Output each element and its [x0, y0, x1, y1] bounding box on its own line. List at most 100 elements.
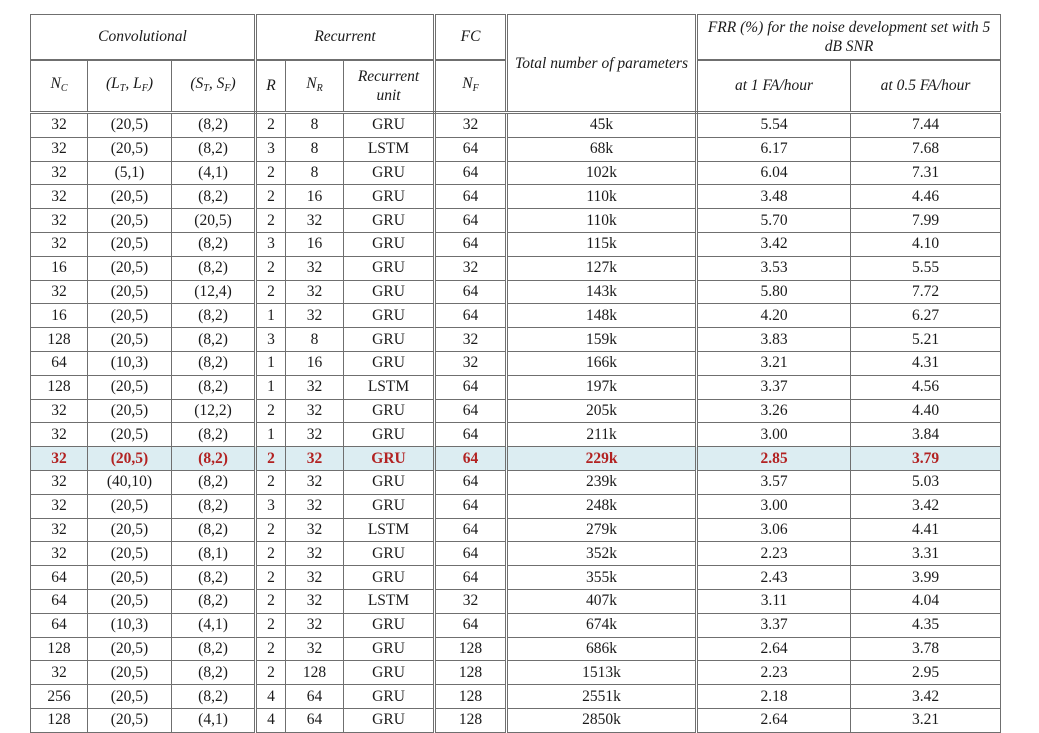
table-row: 32 (20,5) (8,2) 3 16 GRU 64 115k 3.42 4.10 [30, 231, 1002, 257]
lt-lf-cell: (20,5) [87, 136, 172, 162]
nr-cell: 16 [285, 231, 345, 257]
lt-lf-cell: (20,5) [87, 398, 172, 424]
st-sf-cell: (8,2) [170, 303, 258, 329]
table-body: 32 (20,5) (8,2) 2 8 GRU 32 45k 5.54 7.44 32 (20,5)(… [30, 112, 1002, 733]
r-cell: 3 [255, 136, 287, 162]
frr-1fa-cell: 5.70 [696, 208, 852, 233]
nr-cell: 64 [285, 684, 345, 709]
recurrent-unit-cell: GRU [343, 446, 437, 471]
st-sf-cell: (8,2) [170, 469, 258, 495]
frr-05fa-cell: 4.56 [850, 374, 1002, 400]
nf-cell: 64 [434, 398, 509, 424]
total-params-cell: 239k [506, 469, 699, 495]
frr-05fa-cell: 7.31 [850, 160, 1002, 186]
recurrent-unit-cell: GRU [343, 255, 437, 281]
r-cell: 3 [255, 493, 287, 519]
frr-1fa-cell: 3.11 [696, 588, 852, 614]
nr-cell: 32 [285, 446, 345, 471]
nf-cell: 64 [434, 160, 509, 186]
nc-cell: 128 [30, 374, 88, 400]
frr-1fa-cell: 3.42 [696, 231, 852, 257]
lt-lf-cell: (20,5) [87, 517, 172, 543]
nr-cell: 128 [285, 660, 345, 686]
table-row: 32 (5,1) (4,1) 2 8 GRU 64 102k 6.04 7.31 [30, 160, 1002, 186]
table-row: 32 (20,5) (8,2) 2 32 GRU 64 229k 2.85 3.79 [30, 446, 1002, 471]
nf-cell: 64 [434, 374, 509, 400]
nc-cell: 64 [30, 588, 88, 614]
nc-cell: 32 [30, 231, 88, 257]
r-cell: 2 [255, 160, 287, 186]
total-params-cell: 115k [506, 231, 699, 257]
recurrent-unit-cell: GRU [343, 184, 437, 210]
lt-lf-cell: (20,5) [87, 588, 172, 614]
lt-lf-cell: (20,5) [87, 684, 172, 709]
frr-1fa-cell: 3.06 [696, 517, 852, 543]
nc-cell: 32 [30, 136, 88, 162]
lt-lf-cell: (20,5) [87, 636, 172, 662]
nf-cell: 128 [434, 684, 509, 709]
lt-lf-cell: (20,5) [87, 374, 172, 400]
recurrent-unit-cell: GRU [343, 303, 437, 329]
frr-1fa-cell: 5.80 [696, 279, 852, 305]
r-cell: 2 [255, 469, 287, 495]
frr-1fa-cell: 6.04 [696, 160, 852, 186]
recurrent-unit-cell: GRU [343, 350, 437, 376]
frr-05fa-cell: 4.46 [850, 184, 1002, 210]
table-row: 32 (20,5) (8,2) 3 8 LSTM 64 68k 6.17 7.68 [30, 136, 1002, 162]
st-sf-cell: (8,2) [170, 493, 258, 519]
nr-cell: 32 [285, 279, 345, 305]
frr-05fa-cell: 5.55 [850, 255, 1002, 281]
nr-cell: 16 [285, 184, 345, 210]
nf-cell: 64 [434, 231, 509, 257]
nr-cell: 8 [285, 327, 345, 352]
st-sf-cell: (8,2) [170, 684, 258, 709]
frr-1fa-cell: 2.43 [696, 565, 852, 590]
total-params-cell: 45k [506, 112, 699, 138]
st-sf-cell: (4,1) [170, 160, 258, 186]
nf-cell: 64 [434, 612, 509, 638]
convolutional-header: Convolutional [29, 14, 258, 61]
recurrent-unit-cell: GRU [343, 422, 437, 448]
nc-cell: 32 [30, 279, 88, 305]
lt-lf-cell: (20,5) [87, 541, 172, 567]
frr-1fa-cell: 3.00 [696, 422, 852, 448]
table-row: 32 (20,5) (8,2) 3 32 GRU 64 248k 3.00 3.42 [30, 493, 1002, 519]
r-cell: 1 [255, 374, 287, 400]
total-params-cell: 205k [506, 398, 699, 424]
total-params-cell: 110k [506, 184, 699, 210]
total-params-cell: 2551k [506, 684, 699, 709]
total-params-cell: 68k [506, 136, 699, 162]
frr-05fa-cell: 5.21 [850, 327, 1002, 352]
st-sf-cell: (20,5) [170, 208, 258, 233]
st-sf-cell: (8,2) [170, 374, 258, 400]
frr-1fa-cell: 3.83 [696, 327, 852, 352]
lt-lf-cell: (20,5) [87, 493, 172, 519]
nf-cell: 128 [434, 636, 509, 662]
recurrent-unit-cell: GRU [343, 684, 437, 709]
nc-cell: 32 [30, 208, 88, 233]
st-sf-cell: (8,2) [170, 565, 258, 590]
st-sf-cell: (8,2) [170, 136, 258, 162]
total-params-cell: 355k [506, 565, 699, 590]
table-row: 64 (10,3) (8,2) 1 16 GRU 32 166k 3.21 4.31 [30, 350, 1002, 376]
lt-lf-cell: (20,5) [87, 112, 172, 138]
nc-cell: 32 [30, 160, 88, 186]
nc-cell: 64 [30, 612, 88, 638]
frr-05fa-cell: 7.72 [850, 279, 1002, 305]
frr-05fa-cell: 2.95 [850, 660, 1002, 686]
nf-cell: 64 [434, 208, 509, 233]
nr-cell: 8 [285, 160, 345, 186]
total-params-cell: 229k [506, 446, 699, 471]
st-sf-cell: (4,1) [170, 612, 258, 638]
lt-lf-cell: (20,5) [87, 660, 172, 686]
frr-05fa-cell: 3.42 [850, 684, 1002, 709]
table-row: 32 (20,5) (8,2) 2 32 LSTM 64 279k 3.06 4.41 [30, 517, 1002, 543]
table-row: 32 (20,5) (20,5) 2 32 GRU 64 110k 5.70 7.99 [30, 208, 1002, 233]
nc-cell: 32 [30, 517, 88, 543]
frr-05fa-cell: 3.42 [850, 493, 1002, 519]
table-row: 128 (20,5) (8,2) 3 8 GRU 32 159k 3.83 5.21 [30, 327, 1002, 352]
frr-05fa-cell: 4.35 [850, 612, 1002, 638]
recurrent-unit-cell: GRU [343, 327, 437, 352]
nc-cell: 32 [30, 422, 88, 448]
st-sf-cell: (8,2) [170, 588, 258, 614]
